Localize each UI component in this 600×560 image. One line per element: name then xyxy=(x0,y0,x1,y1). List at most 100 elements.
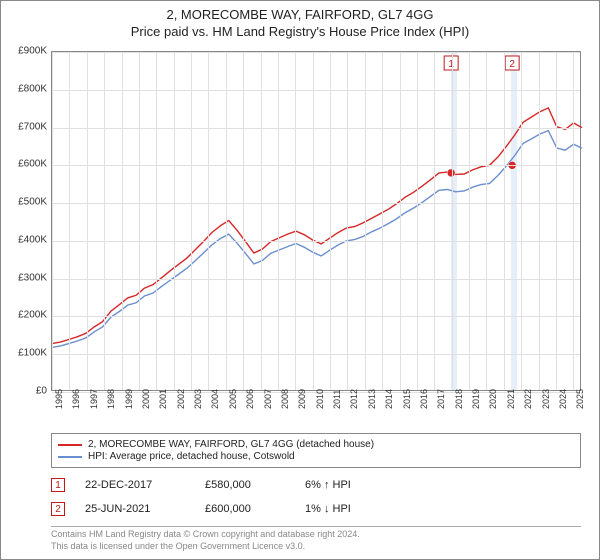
gridline-v xyxy=(295,52,296,390)
gridline-v xyxy=(486,52,487,390)
footer-line1: Contains HM Land Registry data © Crown c… xyxy=(51,529,581,541)
x-tick-label: 2017 xyxy=(436,389,446,409)
chart-plot-area: 12 xyxy=(51,51,581,391)
x-tick-label: 2008 xyxy=(280,389,290,409)
gridline-v xyxy=(539,52,540,390)
svg-text:2: 2 xyxy=(509,59,515,70)
gridline-v xyxy=(104,52,105,390)
x-tick-label: 2007 xyxy=(263,389,273,409)
gridline-v xyxy=(156,52,157,390)
title-block: 2, MORECOMBE WAY, FAIRFORD, GL7 4GG Pric… xyxy=(1,1,599,41)
x-tick-label: 2020 xyxy=(488,389,498,409)
title-subtitle: Price paid vs. HM Land Registry's House … xyxy=(1,24,599,39)
gridline-v xyxy=(191,52,192,390)
y-tick-label: £900K xyxy=(18,46,47,57)
y-tick-label: £800K xyxy=(18,83,47,94)
gridline-v xyxy=(174,52,175,390)
gridline-v xyxy=(52,52,53,390)
x-tick-label: 2002 xyxy=(176,389,186,409)
x-tick-label: 2021 xyxy=(506,389,516,409)
gridline-v xyxy=(382,52,383,390)
gridline-v xyxy=(261,52,262,390)
x-tick-label: 2019 xyxy=(471,389,481,409)
gridline-v xyxy=(521,52,522,390)
sale-date: 25-JUN-2021 xyxy=(85,503,205,515)
gridline-h xyxy=(52,52,580,53)
gridline-v xyxy=(469,52,470,390)
chart-svg: 12 xyxy=(52,52,580,390)
gridline-v xyxy=(434,52,435,390)
gridline-v xyxy=(452,52,453,390)
gridline-v xyxy=(347,52,348,390)
sale-price: £580,000 xyxy=(205,479,305,491)
sales-table: 122-DEC-2017£580,0006% ↑ HPI225-JUN-2021… xyxy=(51,473,581,521)
gridline-v xyxy=(69,52,70,390)
gridline-v xyxy=(417,52,418,390)
gridline-h xyxy=(52,90,580,91)
legend: 2, MORECOMBE WAY, FAIRFORD, GL7 4GG (det… xyxy=(51,433,581,468)
x-tick-label: 2018 xyxy=(454,389,464,409)
x-tick-label: 2011 xyxy=(332,390,342,409)
sale-label-2: 2 xyxy=(505,56,519,70)
x-tick-label: 2012 xyxy=(349,389,359,409)
gridline-v xyxy=(87,52,88,390)
footer-line2: This data is licensed under the Open Gov… xyxy=(51,541,581,553)
legend-item: HPI: Average price, detached house, Cots… xyxy=(58,451,574,462)
sale-delta: 1% ↓ HPI xyxy=(305,503,455,515)
x-tick-label: 1999 xyxy=(124,389,134,409)
gridline-h xyxy=(52,279,580,280)
gridline-h xyxy=(52,128,580,129)
y-tick-label: £0 xyxy=(36,386,47,397)
x-tick-label: 2025 xyxy=(575,389,585,409)
x-tick-label: 1996 xyxy=(71,389,81,409)
x-axis: 1995199619971998199920002001200220032004… xyxy=(51,391,581,431)
x-tick-label: 2004 xyxy=(210,389,220,409)
gridline-h xyxy=(52,203,580,204)
footer-attribution: Contains HM Land Registry data © Crown c… xyxy=(51,529,581,552)
sale-date: 22-DEC-2017 xyxy=(85,479,205,491)
x-tick-label: 2024 xyxy=(558,389,568,409)
x-tick-label: 2005 xyxy=(228,389,238,409)
x-tick-label: 2022 xyxy=(523,389,533,409)
x-tick-label: 2003 xyxy=(193,389,203,409)
x-tick-label: 2023 xyxy=(541,389,551,409)
gridline-v xyxy=(243,52,244,390)
gridline-v xyxy=(556,52,557,390)
gridline-v xyxy=(504,52,505,390)
gridline-v xyxy=(278,52,279,390)
x-tick-label: 2015 xyxy=(402,389,412,409)
sale-row: 1 22-DEC-2017£580,0006% ↑ HPI xyxy=(51,473,581,497)
sale-row-marker: 1 xyxy=(51,478,65,492)
y-axis: £0£100K£200K£300K£400K£500K£600K£700K£80… xyxy=(1,51,51,391)
gridline-v xyxy=(313,52,314,390)
x-tick-label: 2016 xyxy=(419,389,429,409)
series-price_paid xyxy=(52,108,582,344)
x-tick-label: 1998 xyxy=(106,389,116,409)
gridline-v xyxy=(139,52,140,390)
divider xyxy=(51,526,581,527)
x-tick-label: 1995 xyxy=(54,389,64,409)
gridline-v xyxy=(226,52,227,390)
sale-delta: 6% ↑ HPI xyxy=(305,479,455,491)
chart-card: 2, MORECOMBE WAY, FAIRFORD, GL7 4GG Pric… xyxy=(0,0,600,560)
y-tick-label: £700K xyxy=(18,121,47,132)
legend-label: 2, MORECOMBE WAY, FAIRFORD, GL7 4GG (det… xyxy=(88,439,374,450)
y-tick-label: £600K xyxy=(18,159,47,170)
x-tick-label: 2009 xyxy=(297,389,307,409)
sale-price: £600,000 xyxy=(205,503,305,515)
y-tick-label: £100K xyxy=(18,348,47,359)
y-tick-label: £500K xyxy=(18,197,47,208)
x-tick-label: 1997 xyxy=(89,389,99,409)
legend-label: HPI: Average price, detached house, Cots… xyxy=(88,451,295,462)
x-tick-label: 2006 xyxy=(245,389,255,409)
gridline-h xyxy=(52,241,580,242)
series-hpi xyxy=(52,131,582,348)
gridline-v xyxy=(400,52,401,390)
gridline-v xyxy=(122,52,123,390)
y-tick-label: £200K xyxy=(18,310,47,321)
x-tick-label: 2013 xyxy=(367,389,377,409)
legend-swatch xyxy=(58,444,82,446)
x-tick-label: 2010 xyxy=(315,389,325,409)
x-tick-label: 2014 xyxy=(384,389,394,409)
legend-swatch xyxy=(58,456,82,458)
